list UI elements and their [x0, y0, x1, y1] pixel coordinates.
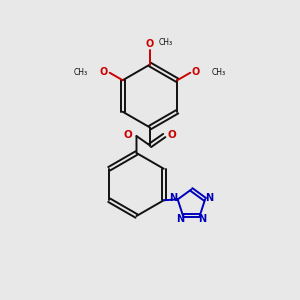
Text: O: O — [124, 130, 132, 140]
Text: CH₃: CH₃ — [158, 38, 172, 47]
Text: O: O — [168, 130, 177, 140]
Text: N: N — [169, 193, 177, 203]
Text: O: O — [192, 67, 200, 77]
Text: CH₃: CH₃ — [212, 68, 226, 77]
Text: O: O — [100, 67, 108, 77]
Text: N: N — [199, 214, 207, 224]
Text: N: N — [176, 214, 184, 224]
Text: CH₃: CH₃ — [74, 68, 88, 77]
Text: N: N — [206, 193, 214, 203]
Text: O: O — [146, 39, 154, 49]
